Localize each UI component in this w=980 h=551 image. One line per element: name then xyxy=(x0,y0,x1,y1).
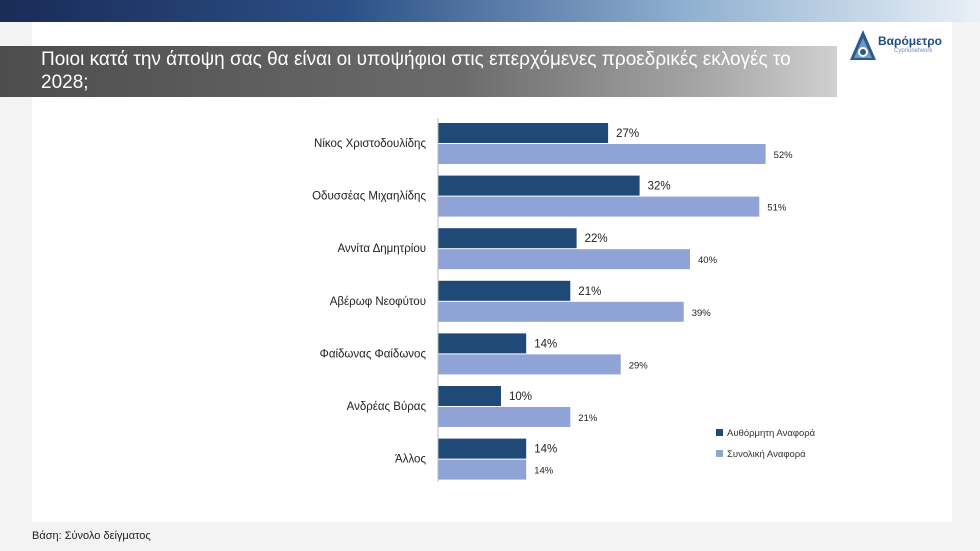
logo-subtitle: Cyprionetwork xyxy=(894,48,933,54)
logo-mark-icon xyxy=(850,30,876,60)
bar xyxy=(438,144,766,164)
category-label: Νίκος Χριστοδουλίδης xyxy=(314,138,426,150)
bar xyxy=(438,438,527,459)
legend-swatch xyxy=(716,429,723,436)
data-label: 10% xyxy=(509,391,532,403)
category-label: Αβέρωφ Νεοφύτου xyxy=(330,296,426,308)
data-label: 21% xyxy=(578,286,601,298)
bar xyxy=(438,175,640,196)
data-label: 14% xyxy=(534,466,554,477)
data-label: 14% xyxy=(534,444,557,456)
bar xyxy=(438,249,690,270)
bar xyxy=(438,301,684,322)
bar xyxy=(438,123,609,143)
legend-label: Συνολική Αναφορά xyxy=(727,449,806,460)
category-label: Οδυσσέας Μιχαηλίδης xyxy=(312,191,426,203)
logo-name: Βαρόμετρο xyxy=(878,34,942,48)
category-label: Ανδρέας Βύρας xyxy=(347,401,427,413)
data-label: 32% xyxy=(648,181,671,193)
data-label: 29% xyxy=(629,360,649,371)
category-label: Άλλος xyxy=(395,454,426,466)
data-label: 22% xyxy=(585,233,608,245)
category-label: Φαίδωνας Φαίδωνος xyxy=(320,348,427,360)
category-label: Αννίτα Δημητρίου xyxy=(337,243,426,255)
legend-label: Αυθόρμητη Αναφορά xyxy=(727,428,816,439)
top-band xyxy=(0,0,980,22)
bar xyxy=(438,459,527,480)
data-label: 52% xyxy=(774,150,794,161)
bar xyxy=(438,228,577,249)
bar xyxy=(438,407,571,427)
data-label: 39% xyxy=(692,308,712,319)
data-label: 14% xyxy=(534,338,557,350)
bar xyxy=(438,333,527,354)
legend-swatch xyxy=(716,450,723,457)
footer-note: Βάση: Σύνολο δείγματος xyxy=(32,530,151,542)
bar xyxy=(438,196,760,217)
data-label: 21% xyxy=(578,413,598,424)
data-label: 51% xyxy=(767,203,787,214)
data-label: 40% xyxy=(698,255,718,266)
data-label: 27% xyxy=(616,128,639,140)
logo: Βαρόμετρο Cyprionetwork xyxy=(848,28,948,64)
bar xyxy=(438,386,501,406)
chart-title: Ποιοι κατά την άποψη σας θα είναι οι υπο… xyxy=(41,49,791,93)
bar xyxy=(438,280,571,301)
title-bar xyxy=(0,46,837,97)
bar xyxy=(438,354,621,375)
